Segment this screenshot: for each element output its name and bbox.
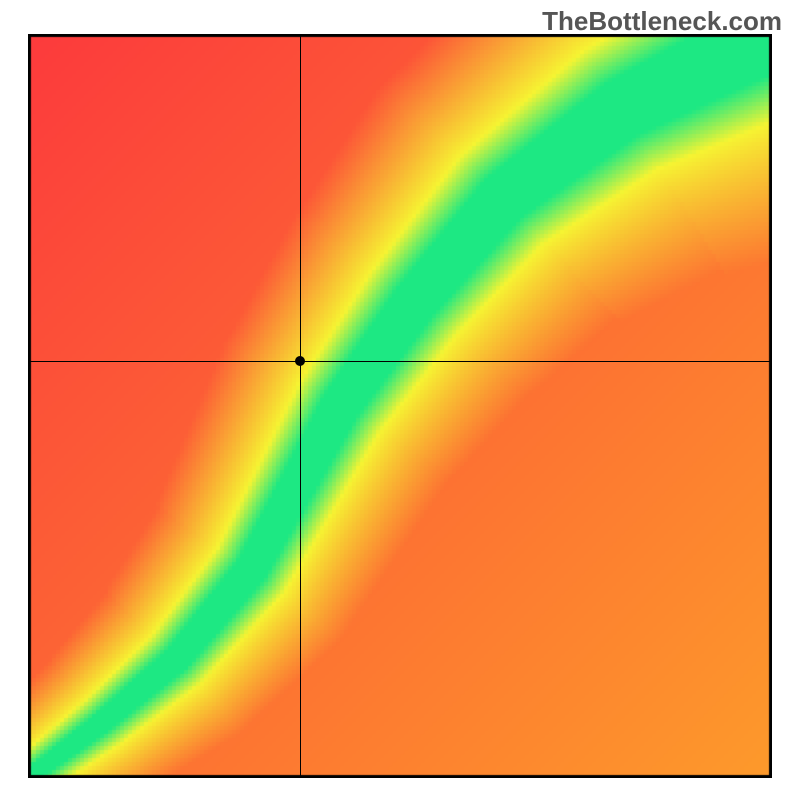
crosshair-marker [295, 356, 305, 366]
heatmap-canvas [28, 34, 772, 778]
crosshair-vertical [300, 34, 301, 778]
bottleneck-heatmap [28, 34, 772, 778]
crosshair-horizontal [28, 361, 772, 362]
watermark-text: TheBottleneck.com [542, 6, 782, 37]
